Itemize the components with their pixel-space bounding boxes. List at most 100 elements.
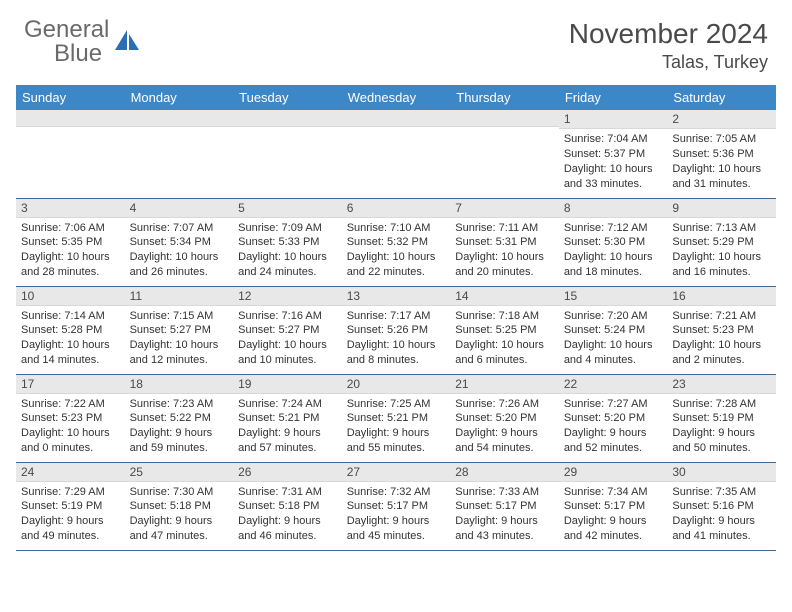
calendar-cell: 17Sunrise: 7:22 AMSunset: 5:23 PMDayligh… [16,374,125,462]
day-details: Sunrise: 7:31 AMSunset: 5:18 PMDaylight:… [233,482,342,547]
weekday-header: Monday [125,85,234,110]
calendar-cell: 5Sunrise: 7:09 AMSunset: 5:33 PMDaylight… [233,198,342,286]
day-details: Sunrise: 7:27 AMSunset: 5:20 PMDaylight:… [559,394,668,459]
calendar-row: 17Sunrise: 7:22 AMSunset: 5:23 PMDayligh… [16,374,776,462]
day-details: Sunrise: 7:22 AMSunset: 5:23 PMDaylight:… [16,394,125,459]
day-number: 24 [16,463,125,482]
calendar-cell: 28Sunrise: 7:33 AMSunset: 5:17 PMDayligh… [450,462,559,550]
month-title: November 2024 [569,18,768,50]
day-details: Sunrise: 7:15 AMSunset: 5:27 PMDaylight:… [125,306,234,371]
day-number: 21 [450,375,559,394]
day-details: Sunrise: 7:07 AMSunset: 5:34 PMDaylight:… [125,218,234,283]
calendar-cell: 20Sunrise: 7:25 AMSunset: 5:21 PMDayligh… [342,374,451,462]
day-number: 23 [667,375,776,394]
day-number: 28 [450,463,559,482]
day-number: 12 [233,287,342,306]
day-number: 8 [559,199,668,218]
calendar-cell: 10Sunrise: 7:14 AMSunset: 5:28 PMDayligh… [16,286,125,374]
day-number: 1 [559,110,668,129]
day-number: 9 [667,199,776,218]
day-number: 26 [233,463,342,482]
calendar-cell: 9Sunrise: 7:13 AMSunset: 5:29 PMDaylight… [667,198,776,286]
calendar-cell: 4Sunrise: 7:07 AMSunset: 5:34 PMDaylight… [125,198,234,286]
calendar-cell: 16Sunrise: 7:21 AMSunset: 5:23 PMDayligh… [667,286,776,374]
day-number: 27 [342,463,451,482]
calendar-body: 1Sunrise: 7:04 AMSunset: 5:37 PMDaylight… [16,110,776,550]
weekday-header: Thursday [450,85,559,110]
calendar-cell [125,110,234,198]
calendar-cell: 1Sunrise: 7:04 AMSunset: 5:37 PMDaylight… [559,110,668,198]
calendar-cell: 12Sunrise: 7:16 AMSunset: 5:27 PMDayligh… [233,286,342,374]
day-number: 6 [342,199,451,218]
day-details: Sunrise: 7:24 AMSunset: 5:21 PMDaylight:… [233,394,342,459]
calendar-row: 10Sunrise: 7:14 AMSunset: 5:28 PMDayligh… [16,286,776,374]
day-details: Sunrise: 7:35 AMSunset: 5:16 PMDaylight:… [667,482,776,547]
day-number: 13 [342,287,451,306]
day-details: Sunrise: 7:11 AMSunset: 5:31 PMDaylight:… [450,218,559,283]
calendar-cell: 29Sunrise: 7:34 AMSunset: 5:17 PMDayligh… [559,462,668,550]
calendar-cell: 26Sunrise: 7:31 AMSunset: 5:18 PMDayligh… [233,462,342,550]
day-number: 3 [16,199,125,218]
day-details: Sunrise: 7:29 AMSunset: 5:19 PMDaylight:… [16,482,125,547]
calendar-cell [450,110,559,198]
day-details: Sunrise: 7:10 AMSunset: 5:32 PMDaylight:… [342,218,451,283]
calendar-cell [342,110,451,198]
calendar-cell: 15Sunrise: 7:20 AMSunset: 5:24 PMDayligh… [559,286,668,374]
day-details: Sunrise: 7:23 AMSunset: 5:22 PMDaylight:… [125,394,234,459]
day-details: Sunrise: 7:21 AMSunset: 5:23 PMDaylight:… [667,306,776,371]
calendar-cell: 3Sunrise: 7:06 AMSunset: 5:35 PMDaylight… [16,198,125,286]
day-number: 22 [559,375,668,394]
header: General Blue November 2024 Talas, Turkey [0,0,792,79]
day-number: 20 [342,375,451,394]
calendar-cell: 11Sunrise: 7:15 AMSunset: 5:27 PMDayligh… [125,286,234,374]
weekday-header: Wednesday [342,85,451,110]
day-number: 30 [667,463,776,482]
day-number: 4 [125,199,234,218]
day-details: Sunrise: 7:06 AMSunset: 5:35 PMDaylight:… [16,218,125,283]
calendar-cell: 8Sunrise: 7:12 AMSunset: 5:30 PMDaylight… [559,198,668,286]
day-details: Sunrise: 7:09 AMSunset: 5:33 PMDaylight:… [233,218,342,283]
weekday-header: Tuesday [233,85,342,110]
day-details: Sunrise: 7:18 AMSunset: 5:25 PMDaylight:… [450,306,559,371]
day-number: 17 [16,375,125,394]
weekday-header: Saturday [667,85,776,110]
location: Talas, Turkey [569,52,768,73]
brand-word-1: General [24,16,109,43]
day-details: Sunrise: 7:12 AMSunset: 5:30 PMDaylight:… [559,218,668,283]
day-number: 18 [125,375,234,394]
calendar-cell [16,110,125,198]
day-details: Sunrise: 7:05 AMSunset: 5:36 PMDaylight:… [667,129,776,194]
weekday-header: Friday [559,85,668,110]
day-details: Sunrise: 7:25 AMSunset: 5:21 PMDaylight:… [342,394,451,459]
calendar-cell: 14Sunrise: 7:18 AMSunset: 5:25 PMDayligh… [450,286,559,374]
calendar-row: 24Sunrise: 7:29 AMSunset: 5:19 PMDayligh… [16,462,776,550]
day-number: 7 [450,199,559,218]
weekday-header: Sunday [16,85,125,110]
calendar-cell: 24Sunrise: 7:29 AMSunset: 5:19 PMDayligh… [16,462,125,550]
calendar-cell: 7Sunrise: 7:11 AMSunset: 5:31 PMDaylight… [450,198,559,286]
day-number: 16 [667,287,776,306]
day-number: 11 [125,287,234,306]
day-number: 29 [559,463,668,482]
brand-word-2: Blue [54,40,102,67]
day-details: Sunrise: 7:28 AMSunset: 5:19 PMDaylight:… [667,394,776,459]
day-details: Sunrise: 7:34 AMSunset: 5:17 PMDaylight:… [559,482,668,547]
calendar-cell: 13Sunrise: 7:17 AMSunset: 5:26 PMDayligh… [342,286,451,374]
calendar-cell: 27Sunrise: 7:32 AMSunset: 5:17 PMDayligh… [342,462,451,550]
day-details: Sunrise: 7:16 AMSunset: 5:27 PMDaylight:… [233,306,342,371]
calendar-head: SundayMondayTuesdayWednesdayThursdayFrid… [16,85,776,110]
calendar-cell: 21Sunrise: 7:26 AMSunset: 5:20 PMDayligh… [450,374,559,462]
calendar-cell: 6Sunrise: 7:10 AMSunset: 5:32 PMDaylight… [342,198,451,286]
day-number: 2 [667,110,776,129]
day-details: Sunrise: 7:26 AMSunset: 5:20 PMDaylight:… [450,394,559,459]
calendar-cell [233,110,342,198]
day-details: Sunrise: 7:17 AMSunset: 5:26 PMDaylight:… [342,306,451,371]
day-details: Sunrise: 7:20 AMSunset: 5:24 PMDaylight:… [559,306,668,371]
title-block: November 2024 Talas, Turkey [569,18,768,73]
calendar-table: SundayMondayTuesdayWednesdayThursdayFrid… [16,85,776,551]
calendar-row: 3Sunrise: 7:06 AMSunset: 5:35 PMDaylight… [16,198,776,286]
calendar-cell: 18Sunrise: 7:23 AMSunset: 5:22 PMDayligh… [125,374,234,462]
day-number: 25 [125,463,234,482]
sail-icon [113,28,141,57]
calendar-cell: 25Sunrise: 7:30 AMSunset: 5:18 PMDayligh… [125,462,234,550]
